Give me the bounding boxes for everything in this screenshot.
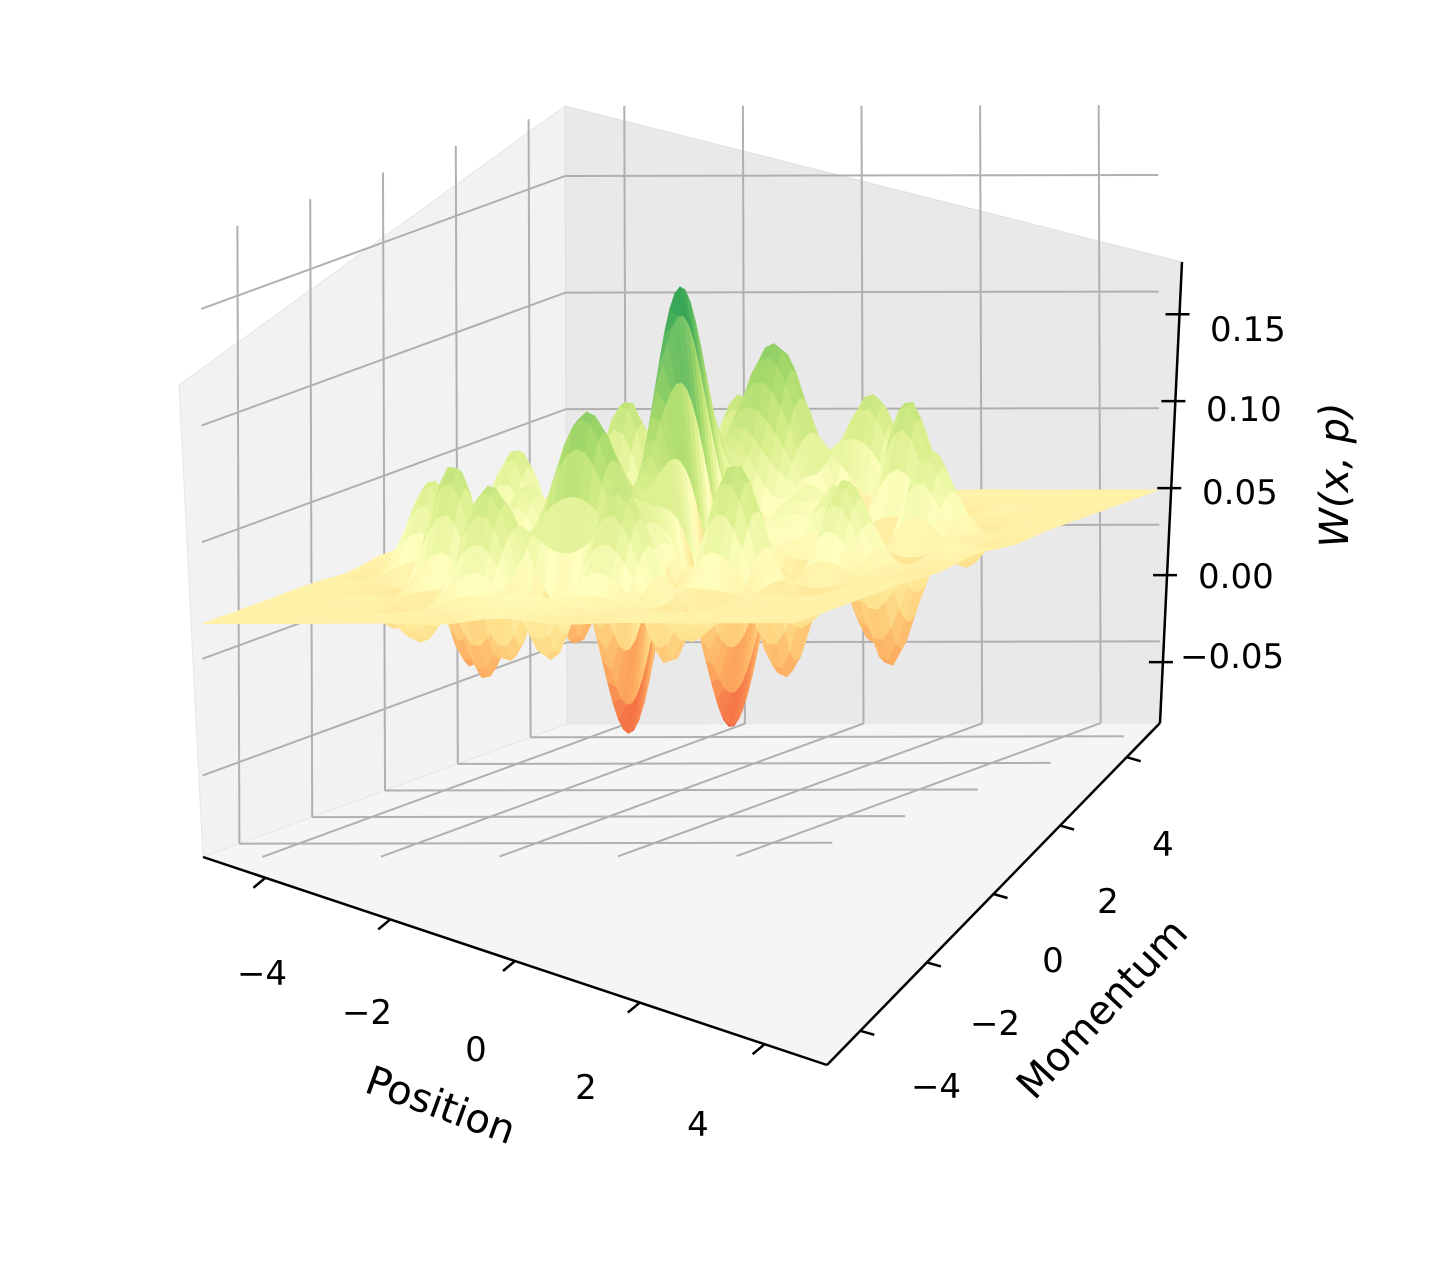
left-grid-line	[201, 408, 567, 544]
x-tick-label: −2	[342, 993, 392, 1033]
y-tick-label: 4	[1152, 825, 1174, 865]
y-tick-label: −4	[911, 1067, 961, 1107]
x-axis-label: Position	[359, 1058, 521, 1154]
z-tick-label: 0.15	[1210, 310, 1286, 350]
back-grid-line	[1097, 105, 1102, 724]
y-tick-mark	[859, 1029, 875, 1037]
back-grid-line	[565, 173, 1159, 177]
z-tick-label: 0.00	[1198, 557, 1274, 597]
z-tick-label: 0.05	[1202, 473, 1278, 513]
y-tick-label: 2	[1097, 882, 1119, 922]
left-grid-line	[201, 291, 566, 427]
y-tick-mark	[1126, 755, 1142, 763]
z-tick-label: 0.10	[1206, 390, 1282, 430]
y-tick-label: 0	[1042, 941, 1064, 981]
x-tick-mark	[626, 1001, 641, 1014]
x-tick-mark	[252, 876, 267, 889]
left-grid-line	[200, 175, 566, 310]
x-tick-label: −4	[237, 954, 287, 994]
left-grid-line	[454, 145, 459, 764]
floor-grid-line	[380, 722, 746, 858]
left-grid-line	[382, 172, 386, 791]
surface	[202, 286, 1160, 735]
y-tick-mark	[1059, 824, 1075, 831]
x-tick-label: 2	[575, 1068, 597, 1108]
floor-grid-line	[617, 722, 983, 858]
z-tick-label: −0.05	[1180, 637, 1284, 677]
back-grid-line	[979, 105, 984, 724]
left-grid-line	[202, 641, 568, 777]
y-tick-label: −2	[970, 1004, 1020, 1044]
x-tick-mark	[751, 1043, 766, 1056]
back-grid-line	[565, 290, 1159, 294]
left-grid-line	[309, 199, 314, 818]
x-tick-mark	[377, 918, 392, 931]
y-tick-mark	[926, 961, 942, 968]
y-tick-mark	[993, 892, 1008, 900]
floor-grid-line	[736, 722, 1102, 858]
left-grid-line	[236, 225, 241, 844]
y-axis-label: Momentum	[1008, 910, 1197, 1108]
x-tick-label: 4	[687, 1105, 709, 1145]
floor-grid-line	[499, 722, 864, 858]
x-tick-mark	[502, 960, 516, 972]
floor-grid-line	[261, 722, 627, 858]
x-tick-label: 0	[465, 1030, 487, 1070]
z-axis-label: W(x, p)	[1312, 402, 1358, 547]
